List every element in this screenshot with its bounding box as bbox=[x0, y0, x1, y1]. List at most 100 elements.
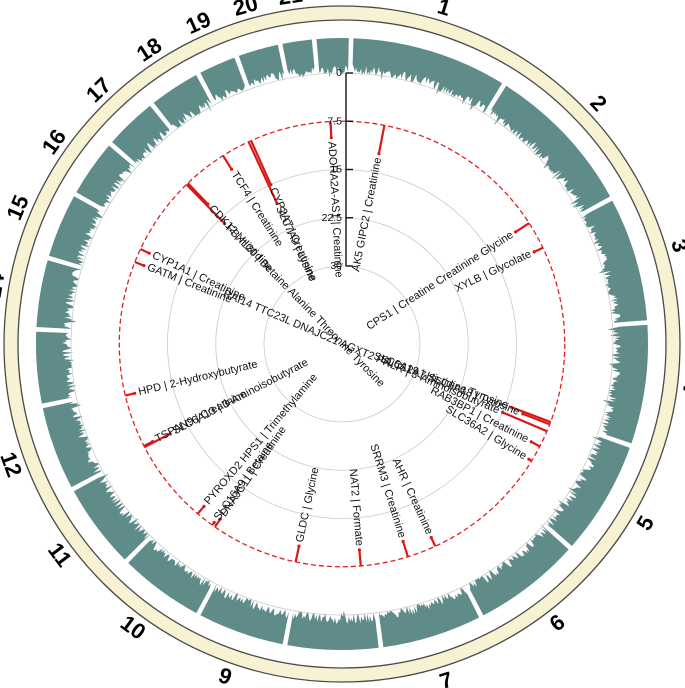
chromosome-label-1: 1 bbox=[435, 0, 454, 21]
hit-marker-9 bbox=[402, 541, 409, 558]
chromosome-label-4: 4 bbox=[678, 383, 685, 399]
radial-axis-label-4: 30 bbox=[330, 260, 342, 272]
grid-circle-15 bbox=[167, 169, 517, 519]
hit-point-15 bbox=[168, 432, 172, 436]
manhattan-band-chr-18 bbox=[153, 75, 212, 128]
manhattan-band-chr-4 bbox=[601, 324, 648, 444]
manhattan-band-chr-15 bbox=[49, 196, 103, 266]
hit-marker-21 bbox=[187, 182, 209, 205]
hit-marker-11 bbox=[294, 545, 301, 563]
chromosome-label-2: 2 bbox=[585, 90, 612, 116]
manhattan-band-chr-11 bbox=[73, 473, 151, 560]
hit-point-13 bbox=[212, 520, 216, 525]
manhattan-band-chr-17 bbox=[112, 105, 170, 164]
gene-label-0: AK5 GIPC2 | Creatinine bbox=[350, 157, 384, 273]
manhattan-band-chr-1 bbox=[352, 38, 503, 114]
outer-ring-edge bbox=[3, 5, 681, 683]
hit-point-0 bbox=[377, 152, 381, 156]
hit-point-17 bbox=[133, 391, 137, 395]
hit-point-9 bbox=[401, 539, 405, 544]
hit-point-6 bbox=[529, 440, 533, 444]
radial-gridlines bbox=[70, 72, 614, 616]
hit-point-22 bbox=[275, 201, 279, 205]
hit-point-19 bbox=[147, 251, 151, 255]
gene-label-1: CPS1 | Creatine Creatinine Glycine bbox=[364, 229, 515, 333]
hit-point-18 bbox=[142, 264, 146, 268]
manhattan-band-chr-14 bbox=[36, 260, 82, 329]
hit-marker-8 bbox=[430, 537, 437, 547]
outer-ring bbox=[4, 6, 680, 682]
manhattan-band-chr-6 bbox=[469, 523, 569, 616]
hit-marker-23 bbox=[250, 140, 272, 186]
hit-point-7 bbox=[527, 457, 531, 461]
hit-marker-6 bbox=[530, 440, 541, 448]
radial-axis: 0 7.5 15 22.5 30 bbox=[322, 67, 353, 272]
radial-axis-label-3: 22.5 bbox=[322, 212, 343, 224]
hit-point-2 bbox=[532, 250, 536, 254]
manhattan-band-chr-7 bbox=[378, 588, 480, 648]
chromosome-label-3: 3 bbox=[666, 236, 685, 255]
hit-point-24 bbox=[230, 167, 234, 171]
hit-markers bbox=[125, 121, 552, 567]
hit-marker-22 bbox=[247, 141, 278, 204]
hit-point-21 bbox=[206, 202, 210, 206]
radial-axis-label-2: 15 bbox=[330, 164, 342, 176]
hit-point-23 bbox=[269, 183, 273, 187]
hit-point-14 bbox=[202, 504, 206, 508]
hit-point-20 bbox=[223, 222, 227, 226]
gene-label-11: GLDC | Glycine bbox=[294, 466, 322, 543]
chromosome-label-7: 7 bbox=[437, 666, 456, 688]
chromosome-label-20: 20 bbox=[230, 0, 260, 21]
hit-point-5 bbox=[501, 410, 505, 414]
manhattan-band-chr-16 bbox=[76, 145, 136, 207]
significance-threshold-group bbox=[118, 120, 566, 568]
hit-point-10 bbox=[357, 548, 361, 552]
gene-label-16: TSPAN9 | Creatinine bbox=[153, 388, 248, 445]
hit-marker-10 bbox=[358, 549, 362, 567]
grid-circle-0 bbox=[70, 72, 614, 616]
hit-point-25 bbox=[329, 136, 333, 140]
manhattan-band-chr-20 bbox=[238, 44, 285, 86]
gene-label-10: NAT2 | Formate bbox=[347, 468, 365, 546]
grid-circle-30 bbox=[263, 265, 421, 423]
manhattan-bands bbox=[35, 38, 648, 651]
hit-point-11 bbox=[297, 544, 301, 548]
chromosome-label-13: 13 bbox=[0, 358, 5, 384]
hit-marker-14 bbox=[196, 505, 205, 515]
radial-axis-label-0: 0 bbox=[336, 67, 342, 79]
hit-marker-2 bbox=[533, 246, 544, 253]
hit-marker-18 bbox=[134, 260, 145, 267]
manhattan-band-chr-8 bbox=[287, 611, 379, 651]
hit-marker-17 bbox=[125, 392, 135, 397]
manhattan-band-chr-22 bbox=[316, 38, 349, 78]
manhattan-band-chr-2 bbox=[490, 85, 611, 212]
hit-point-16 bbox=[151, 440, 155, 444]
hit-marker-1 bbox=[515, 222, 530, 233]
hit-point-8 bbox=[429, 535, 433, 540]
hit-marker-0 bbox=[377, 125, 386, 155]
manhattan-band-chr-21 bbox=[282, 39, 315, 78]
chromosome-label-5: 5 bbox=[631, 511, 659, 534]
manhattan-band-chr-19 bbox=[200, 57, 245, 102]
hit-point-12 bbox=[218, 517, 222, 521]
grid-circle-22.5 bbox=[215, 217, 469, 471]
hit-marker-15 bbox=[143, 432, 171, 449]
hit-marker-16 bbox=[143, 440, 154, 447]
hit-marker-4 bbox=[522, 412, 551, 426]
hit-marker-5 bbox=[502, 411, 548, 433]
radial-axis-label-1: 7.5 bbox=[327, 115, 342, 127]
chromosome-label-9: 9 bbox=[215, 662, 235, 688]
chromosome-label-14: 14 bbox=[0, 271, 9, 300]
manhattan-band-chr-12 bbox=[42, 401, 102, 488]
hit-marker-19 bbox=[140, 248, 150, 255]
hit-point-4 bbox=[521, 412, 525, 416]
hit-marker-24 bbox=[222, 155, 233, 170]
hit-point-1 bbox=[514, 230, 518, 234]
hit-marker-20 bbox=[185, 183, 226, 225]
manhattan-band-chr-10 bbox=[128, 539, 211, 614]
chromosome-label-21: 21 bbox=[276, 0, 304, 10]
chromosome-label-8: 8 bbox=[325, 683, 338, 688]
chromosome-label-6: 6 bbox=[545, 609, 570, 636]
